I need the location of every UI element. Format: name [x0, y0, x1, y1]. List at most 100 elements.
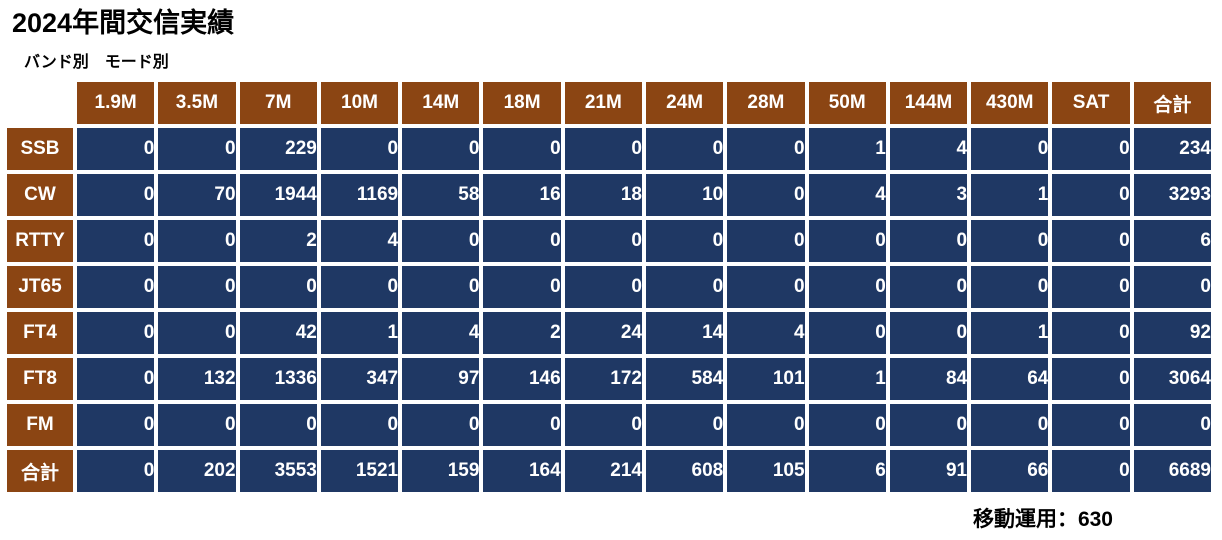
cell-FT4-1.9M: 0 — [77, 312, 155, 354]
cell-RTTY-24M: 0 — [645, 220, 724, 262]
cell-CW-合計: 3293 — [1133, 174, 1211, 216]
cell-CW-10M: 1169 — [320, 174, 399, 216]
cell-JT65-21M: 0 — [564, 266, 642, 308]
cell-JT65-50M: 0 — [808, 266, 886, 308]
cell-FT8-24M: 584 — [645, 358, 724, 400]
cell-FT4-10M: 1 — [320, 312, 399, 354]
cell-SSB-合計: 234 — [1133, 128, 1211, 170]
cell-JT65-SAT: 0 — [1052, 266, 1130, 308]
row-header-RTTY: RTTY — [7, 220, 73, 262]
cell-FT8-21M: 172 — [564, 358, 642, 400]
table-row-FT8: FT8 0 132 1336 347 97 146 172 584 101 1 84 64 0 3064 — [7, 358, 1211, 400]
cell-FT4-50M: 0 — [808, 312, 886, 354]
cell-JT65-430M: 0 — [971, 266, 1049, 308]
cell-SSB-7M: 229 — [239, 128, 317, 170]
cell-合計-28M: 105 — [727, 450, 805, 492]
column-header-144M: 144M — [889, 82, 968, 124]
cell-FT8-合計: 3064 — [1133, 358, 1211, 400]
table-row-RTTY: RTTY 0 0 2 4 0 0 0 0 0 0 0 0 0 6 — [7, 220, 1211, 262]
cell-FT8-430M: 64 — [971, 358, 1049, 400]
cell-FT8-1.9M: 0 — [77, 358, 155, 400]
column-header-430M: 430M — [971, 82, 1049, 124]
cell-FM-21M: 0 — [564, 404, 642, 446]
cell-RTTY-430M: 0 — [971, 220, 1049, 262]
cell-SSB-430M: 0 — [971, 128, 1049, 170]
cell-FT8-10M: 347 — [320, 358, 399, 400]
cell-JT65-1.9M: 0 — [77, 266, 155, 308]
cell-FM-14M: 0 — [402, 404, 480, 446]
row-header-FM: FM — [7, 404, 73, 446]
cell-合計-144M: 91 — [889, 450, 968, 492]
cell-SSB-21M: 0 — [564, 128, 642, 170]
cell-JT65-3.5M: 0 — [158, 266, 236, 308]
cell-CW-14M: 58 — [402, 174, 480, 216]
column-header-18M: 18M — [483, 82, 561, 124]
table-body: SSB 0 0 229 0 0 0 0 0 0 1 4 0 0 234 CW 0 70 1944 1169 58 16 18… — [7, 128, 1211, 492]
cell-RTTY-10M: 4 — [320, 220, 399, 262]
cell-JT65-144M: 0 — [889, 266, 968, 308]
row-header-CW: CW — [7, 174, 73, 216]
cell-FT4-430M: 1 — [971, 312, 1049, 354]
cell-合計-14M: 159 — [402, 450, 480, 492]
column-header-10M: 10M — [320, 82, 399, 124]
cell-FM-430M: 0 — [971, 404, 1049, 446]
cell-合計-合計: 6689 — [1133, 450, 1211, 492]
cell-RTTY-144M: 0 — [889, 220, 968, 262]
cell-CW-28M: 0 — [727, 174, 805, 216]
cell-RTTY-18M: 0 — [483, 220, 561, 262]
cell-JT65-18M: 0 — [483, 266, 561, 308]
table-row-合計: 合計 0 202 3553 1521 159 164 214 608 105 6 91 66 0 6689 — [7, 450, 1211, 492]
cell-合計-1.9M: 0 — [77, 450, 155, 492]
cell-FT4-7M: 42 — [239, 312, 317, 354]
cell-CW-430M: 1 — [971, 174, 1049, 216]
cell-FM-18M: 0 — [483, 404, 561, 446]
cell-JT65-24M: 0 — [645, 266, 724, 308]
cell-JT65-合計: 0 — [1133, 266, 1211, 308]
cell-SSB-24M: 0 — [645, 128, 724, 170]
cell-RTTY-7M: 2 — [239, 220, 317, 262]
cell-CW-50M: 4 — [808, 174, 886, 216]
cell-FT8-18M: 146 — [483, 358, 561, 400]
cell-FT8-7M: 1336 — [239, 358, 317, 400]
cell-FT4-合計: 92 — [1133, 312, 1211, 354]
cell-SSB-50M: 1 — [808, 128, 886, 170]
cell-RTTY-14M: 0 — [402, 220, 480, 262]
cell-SSB-1.9M: 0 — [77, 128, 155, 170]
cell-FT4-144M: 0 — [889, 312, 968, 354]
table-head: 1.9M 3.5M 7M 10M 14M 18M 21M 24M 28M 50M 144M 430M S… — [7, 82, 1211, 124]
table-row-SSB: SSB 0 0 229 0 0 0 0 0 0 1 4 0 0 234 — [7, 128, 1211, 170]
cell-合計-21M: 214 — [564, 450, 642, 492]
cell-合計-3.5M: 202 — [158, 450, 236, 492]
column-header-28M: 28M — [727, 82, 805, 124]
cell-CW-3.5M: 70 — [158, 174, 236, 216]
cell-FM-50M: 0 — [808, 404, 886, 446]
column-header-SAT: SAT — [1052, 82, 1130, 124]
cell-FT4-21M: 24 — [564, 312, 642, 354]
row-header-SSB: SSB — [7, 128, 73, 170]
cell-FT8-144M: 84 — [889, 358, 968, 400]
cell-FT4-28M: 4 — [727, 312, 805, 354]
row-header-FT8: FT8 — [7, 358, 73, 400]
table-row-CW: CW 0 70 1944 1169 58 16 18 10 0 4 3 1 0 3293 — [7, 174, 1211, 216]
column-header-24M: 24M — [645, 82, 724, 124]
cell-RTTY-合計: 6 — [1133, 220, 1211, 262]
cell-FT8-SAT: 0 — [1052, 358, 1130, 400]
cell-合計-SAT: 0 — [1052, 450, 1130, 492]
report-page: 2024年間交信実績 バンド別 モード別 1.9M 3.5M 7M 10M 14M 18M… — [0, 8, 1222, 540]
table-row-FM: FM 0 0 0 0 0 0 0 0 0 0 0 0 0 0 — [7, 404, 1211, 446]
cell-FM-10M: 0 — [320, 404, 399, 446]
row-header-JT65: JT65 — [7, 266, 73, 308]
cell-RTTY-SAT: 0 — [1052, 220, 1130, 262]
page-title: 2024年間交信実績 — [12, 8, 235, 38]
cell-FT4-SAT: 0 — [1052, 312, 1130, 354]
cell-FM-1.9M: 0 — [77, 404, 155, 446]
cell-合計-50M: 6 — [808, 450, 886, 492]
band-mode-results-table: 1.9M 3.5M 7M 10M 14M 18M 21M 24M 28M 50M 144M 430M S… — [3, 78, 1215, 496]
cell-RTTY-50M: 0 — [808, 220, 886, 262]
column-header-3.5M: 3.5M — [158, 82, 236, 124]
cell-SSB-SAT: 0 — [1052, 128, 1130, 170]
cell-SSB-10M: 0 — [320, 128, 399, 170]
cell-JT65-10M: 0 — [320, 266, 399, 308]
page-subtitle: バンド別 モード別 — [24, 54, 169, 71]
cell-FM-合計: 0 — [1133, 404, 1211, 446]
